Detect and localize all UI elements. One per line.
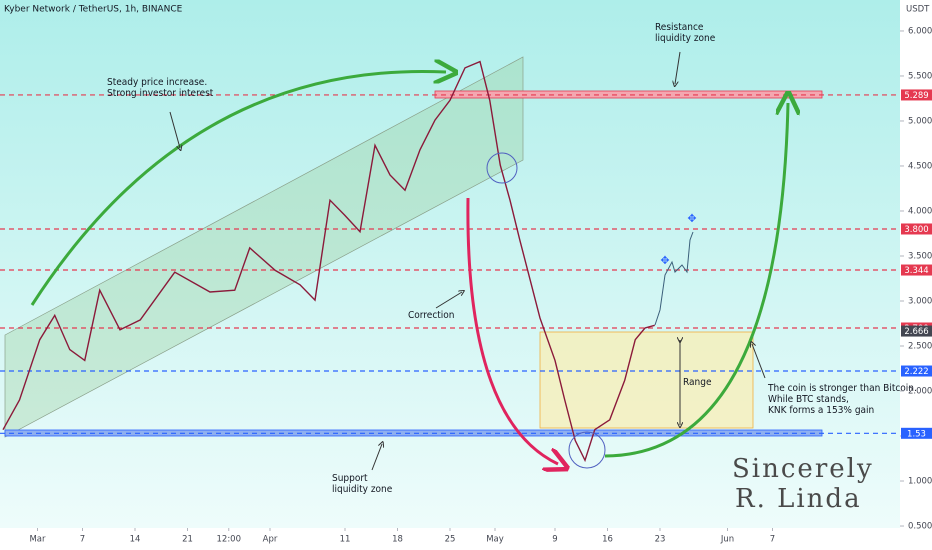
level-label: 2.666 [904,327,928,337]
level-label: 3.344 [904,266,928,276]
x-tick-label: 21 [182,535,193,545]
level-badge [901,223,932,235]
y-tick-label: 2.000 [908,387,932,397]
x-tick-label: Apr [263,535,278,545]
x-tick-label: 25 [445,535,456,545]
y-tick-label: 5.500 [908,71,932,81]
y-tick-label: 2.500 [908,341,932,351]
correction-arrow [466,197,558,464]
highlight-circle [568,431,606,469]
level-badge [901,325,932,337]
y-tick-label: 5.000 [908,116,932,126]
highlight-circle [486,152,518,184]
pointer [675,51,681,84]
pointer [169,111,180,148]
signature: Sincerely [732,454,874,484]
x-tick-label: 11 [340,535,351,545]
range-box [539,331,754,429]
channel [4,56,524,438]
x-tick-label: 23 [655,535,666,545]
x-tick-label: 16 [602,535,613,545]
recovery-arrow [604,103,788,458]
rise-arrow [30,71,446,306]
target-icon: ✥ [660,254,669,267]
x-tick-label: 7 [80,535,85,545]
signature: R. Linda [735,484,862,514]
x-tick-label: 14 [130,535,141,545]
y-tick-label: 6.000 [908,26,932,36]
annotation: liquidity zone [655,33,716,44]
chart-title: Kyber Network / TetherUS, 1h, BINANCE [4,5,183,15]
level-label: 1.53 [907,429,926,439]
level-badge [901,365,932,377]
level-label: 2.222 [904,367,928,377]
y-tick-label: 3.000 [908,296,932,306]
price-line [2,60,655,463]
annotation: Support [332,473,368,484]
annotation: Range [683,377,712,388]
pointer [435,292,462,309]
annotation: KNK forms a 153% gain [768,405,874,416]
pointer [752,344,766,379]
x-tick-label: 18 [392,535,403,545]
annotation: liquidity zone [332,484,393,495]
x-tick-label: Mar [29,535,46,545]
x-tick-label: 12:00 [217,535,242,545]
resistance-zone [434,90,823,99]
y-tick-label: 0.500 [908,522,932,532]
x-tick-label: May [486,535,504,545]
y-tick-label: 4.000 [908,206,932,216]
annotation: Correction [408,310,455,321]
level-badge [901,264,932,276]
level-label: 3.800 [904,225,928,235]
annotation: The coin is stronger than Bitcoin. [767,383,917,394]
level-badge [901,89,932,101]
x-tick-label: 9 [552,535,557,545]
annotation: While BTC stands, [768,394,849,405]
pointer [371,444,382,471]
annotation: Strong investor interest [107,88,214,99]
y-tick-label: 1.000 [908,477,932,487]
y-axis-label: USDT [906,5,930,15]
annotation: Steady price increase. [107,77,207,88]
level-label: 5.289 [904,91,928,101]
x-tick-label: 7 [770,535,775,545]
y-tick-label: 3.500 [908,251,932,261]
projection [654,231,694,326]
time-axis [0,528,900,550]
target-icon: ✥ [687,212,696,225]
level-badge [901,427,932,439]
x-tick-label: Jun [720,535,734,545]
y-tick-label: 4.500 [908,161,932,171]
plot-background [0,0,900,528]
annotation: Resistance [655,22,704,33]
